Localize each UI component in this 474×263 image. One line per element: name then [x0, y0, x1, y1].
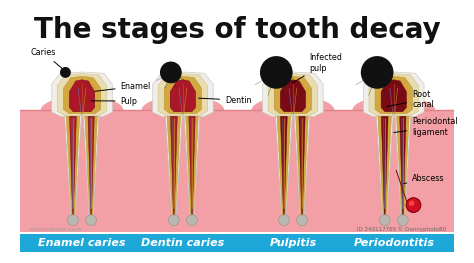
Polygon shape — [281, 116, 287, 218]
Text: Periodontal
ligament: Periodontal ligament — [394, 117, 458, 137]
Text: ID 243117765 © Dannyphoto80: ID 243117765 © Dannyphoto80 — [357, 226, 446, 232]
Ellipse shape — [41, 96, 123, 124]
Text: Pulpitis: Pulpitis — [269, 238, 317, 248]
Circle shape — [168, 215, 179, 226]
Polygon shape — [186, 116, 198, 221]
Circle shape — [278, 215, 289, 226]
Polygon shape — [165, 116, 182, 225]
Polygon shape — [280, 80, 306, 112]
Polygon shape — [268, 74, 318, 115]
Polygon shape — [85, 116, 98, 221]
Bar — [20, 110, 454, 232]
Polygon shape — [375, 76, 412, 114]
Polygon shape — [170, 80, 196, 112]
Text: Enamel caries: Enamel caries — [38, 238, 126, 248]
Polygon shape — [70, 116, 76, 218]
Circle shape — [60, 67, 71, 78]
Text: Infected
pulp: Infected pulp — [292, 53, 342, 83]
Text: dreamstime.com: dreamstime.com — [29, 227, 82, 232]
Polygon shape — [395, 116, 411, 225]
Polygon shape — [263, 72, 323, 116]
Text: Dentin: Dentin — [199, 96, 252, 105]
Polygon shape — [378, 116, 392, 221]
Circle shape — [398, 215, 408, 226]
Polygon shape — [66, 116, 80, 221]
Polygon shape — [294, 116, 310, 225]
Text: Root
canal: Root canal — [386, 90, 434, 109]
Polygon shape — [275, 116, 292, 225]
Ellipse shape — [252, 96, 334, 124]
Polygon shape — [167, 116, 181, 221]
Polygon shape — [400, 116, 406, 218]
Polygon shape — [189, 116, 195, 218]
Circle shape — [406, 198, 421, 213]
Circle shape — [187, 215, 197, 226]
Polygon shape — [364, 72, 424, 116]
Circle shape — [160, 62, 182, 83]
Ellipse shape — [142, 96, 224, 124]
Polygon shape — [171, 116, 177, 218]
Polygon shape — [158, 74, 208, 115]
Polygon shape — [184, 116, 200, 225]
Polygon shape — [369, 74, 419, 115]
Text: Dentin caries: Dentin caries — [141, 238, 225, 248]
Polygon shape — [52, 72, 112, 116]
Text: Enamel: Enamel — [95, 82, 151, 91]
Polygon shape — [69, 80, 95, 112]
Circle shape — [260, 56, 292, 89]
Polygon shape — [164, 76, 201, 114]
Circle shape — [297, 215, 308, 226]
Polygon shape — [397, 116, 409, 221]
Circle shape — [379, 215, 390, 226]
Polygon shape — [381, 80, 407, 112]
Polygon shape — [376, 116, 393, 225]
Polygon shape — [296, 116, 308, 221]
Polygon shape — [83, 116, 99, 225]
Polygon shape — [299, 116, 305, 218]
Bar — [20, 234, 454, 252]
Text: The stages of tooth decay: The stages of tooth decay — [34, 16, 440, 43]
Circle shape — [409, 200, 414, 206]
Polygon shape — [381, 116, 388, 218]
Text: Caries: Caries — [31, 48, 64, 70]
Polygon shape — [64, 76, 101, 114]
Polygon shape — [57, 74, 107, 115]
Polygon shape — [274, 76, 312, 114]
Text: Periodontitis: Periodontitis — [353, 238, 434, 248]
Circle shape — [68, 215, 78, 226]
Polygon shape — [88, 116, 94, 218]
Polygon shape — [277, 116, 291, 221]
Text: Abscess: Abscess — [404, 174, 445, 184]
Circle shape — [86, 215, 97, 226]
Polygon shape — [64, 116, 82, 225]
Text: Pulp: Pulp — [91, 97, 137, 105]
Circle shape — [361, 56, 393, 89]
Polygon shape — [153, 72, 213, 116]
Ellipse shape — [353, 96, 435, 124]
